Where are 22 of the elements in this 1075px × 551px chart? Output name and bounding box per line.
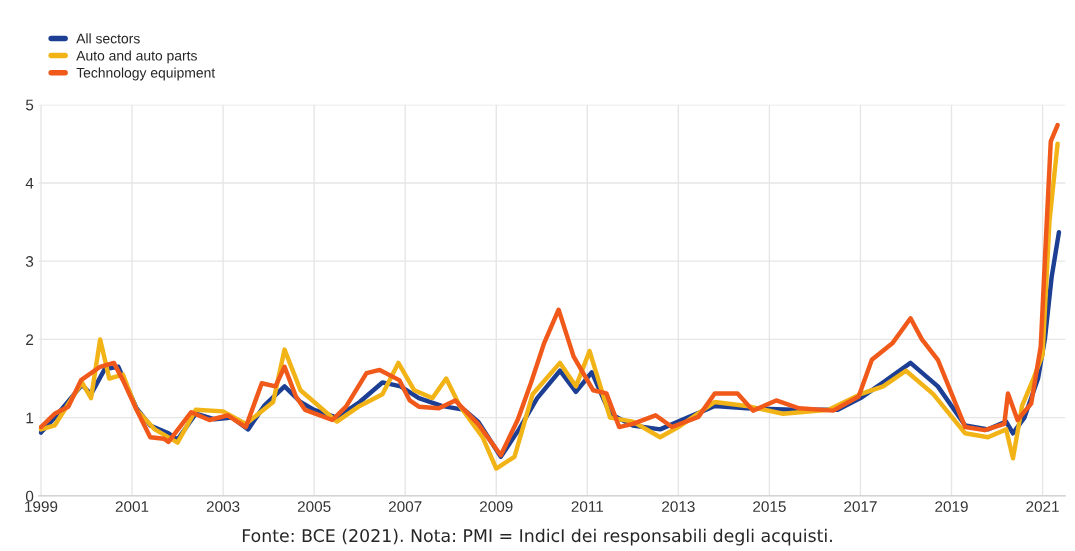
legend-label: Technology equipment <box>76 67 216 81</box>
x-tick-label: 2017 <box>844 501 877 512</box>
y-tick-label: 5 <box>25 99 34 111</box>
x-tick-label: 2009 <box>480 501 513 512</box>
legend-label: Auto and auto parts <box>76 50 197 64</box>
y-tick-label: 0 <box>25 490 34 502</box>
source-note: Fonte: BCE (2021). Nota: PMI = IndicI dei responsabili degli acquisti. <box>242 528 832 546</box>
x-tick-label: 2005 <box>297 501 331 512</box>
y-tick-label: 1 <box>26 412 34 424</box>
y-tick-label: 2 <box>26 334 34 345</box>
x-tick-label: 2015 <box>753 501 786 512</box>
x-tick-label: 2011 <box>571 501 603 512</box>
x-tick-label: 2001 <box>115 501 149 512</box>
x-tick-label: 2003 <box>206 501 240 512</box>
legend-label: All sectors <box>76 33 140 44</box>
x-tick-label: 2007 <box>388 501 422 512</box>
x-tick-label: 2013 <box>662 501 695 512</box>
x-tick-label: 2021 <box>1026 501 1059 512</box>
y-tick-label: 3 <box>25 256 34 267</box>
x-tick-label: 1999 <box>25 501 58 512</box>
y-tick-label: 4 <box>25 177 34 189</box>
x-tick-label: 2019 <box>935 501 968 512</box>
